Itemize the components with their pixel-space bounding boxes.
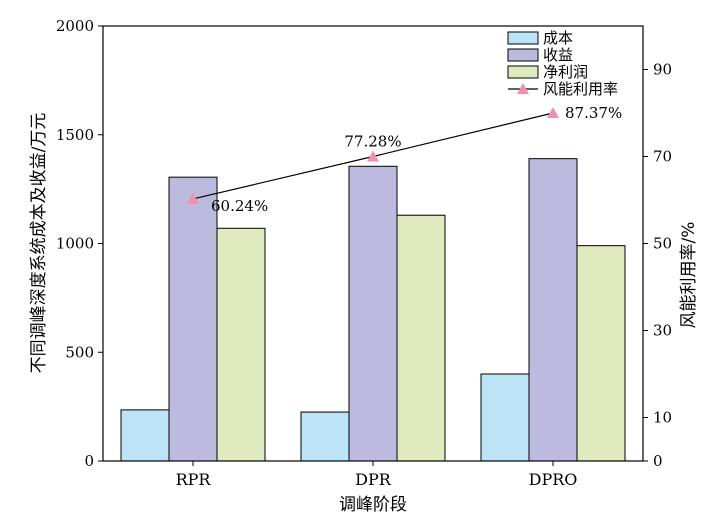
line-point-DPR bbox=[367, 150, 379, 162]
line-data-label-DPRO: 87.37% bbox=[565, 104, 622, 122]
y2-tick-label-70: 70 bbox=[653, 148, 672, 166]
x-tick-label-DPR: DPR bbox=[355, 470, 392, 489]
line-data-label-DPR: 77.28% bbox=[344, 133, 401, 151]
legend-swatch-收益 bbox=[507, 48, 539, 62]
line-layer: 60.24% 77.28% 87.37% bbox=[187, 104, 622, 215]
y-tick-label-1500: 1500 bbox=[56, 126, 94, 144]
y-axis-title: 不同调峰深度系统成本及收益/万元 bbox=[29, 113, 49, 374]
y-tick-label-500: 500 bbox=[65, 343, 94, 361]
y2-tick-label-50: 50 bbox=[653, 235, 672, 253]
bar-成本-DPRO bbox=[480, 373, 530, 462]
legend-swatch-marker bbox=[517, 83, 529, 94]
line-point-DPRO bbox=[547, 107, 559, 118]
legend-swatch-成本 bbox=[507, 31, 539, 45]
bar-收益-DPR bbox=[348, 165, 398, 462]
bar-净利润-DPR bbox=[396, 214, 446, 462]
y2-tick-label-30: 30 bbox=[653, 322, 672, 340]
y-tick-label-2000: 2000 bbox=[56, 17, 94, 35]
bar-成本-RPR bbox=[120, 409, 170, 462]
bar-成本-DPR bbox=[300, 411, 350, 462]
x-tick-label-RPR: RPR bbox=[176, 470, 212, 489]
legend-label-收益: 收益 bbox=[543, 46, 573, 64]
legend-label-净利润: 净利润 bbox=[543, 63, 588, 81]
bar-收益-RPR bbox=[168, 176, 218, 462]
y-tick-label-1000: 1000 bbox=[56, 235, 94, 253]
y2-tick-label-0: 0 bbox=[653, 452, 663, 470]
y2-axis-title: 风能利用率/% bbox=[679, 222, 699, 329]
bar-净利润-RPR bbox=[216, 227, 266, 462]
legend-swatch-净利润 bbox=[507, 65, 539, 79]
bar-收益-DPRO bbox=[528, 158, 578, 462]
legend-label-成本: 成本 bbox=[543, 29, 573, 47]
y2-tick-label-10: 10 bbox=[653, 409, 672, 427]
bar-净利润-DPRO bbox=[576, 245, 626, 462]
bars-layer bbox=[120, 158, 626, 462]
ticks-layer: RPR DPR DPRO 0 500 1000 1500 2000 0 10 30 50 70 90 bbox=[56, 17, 672, 489]
line-data-label-RPR: 60.24% bbox=[211, 197, 268, 215]
legend-label-风能利用率: 风能利用率 bbox=[543, 80, 618, 98]
y-tick-label-0: 0 bbox=[84, 452, 94, 470]
line-point-RPR bbox=[187, 192, 199, 204]
y2-tick-label-90: 90 bbox=[653, 61, 672, 79]
x-tick-label-DPRO: DPRO bbox=[529, 470, 578, 489]
x-axis-title: 调峰阶段 bbox=[339, 495, 407, 515]
